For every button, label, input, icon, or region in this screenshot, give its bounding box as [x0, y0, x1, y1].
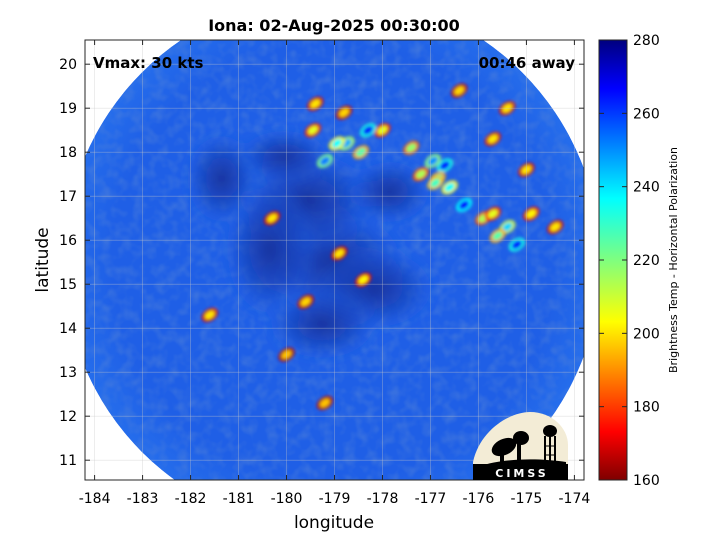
y-tick-label: 13: [59, 365, 77, 381]
cold-cell: [263, 211, 281, 226]
y-tick-label: 17: [59, 189, 77, 205]
x-tick-label: -178: [367, 491, 399, 507]
cold-cell: [508, 237, 525, 252]
cold-cell: [484, 206, 501, 221]
y-tick-label: 16: [59, 233, 77, 249]
x-tick-label: -176: [463, 491, 495, 507]
cold-cell: [403, 140, 420, 155]
satellite-dish-icon: [491, 431, 529, 464]
cold-cell: [523, 206, 540, 221]
y-tick-label: 11: [59, 453, 77, 469]
cold-cell: [451, 83, 468, 98]
cold-cell: [316, 395, 334, 411]
colorbar-tick-label: 180: [633, 400, 660, 416]
y-tick-label: 14: [59, 321, 77, 337]
y-tick-label: 19: [59, 101, 77, 117]
cold-cell: [355, 272, 372, 287]
x-tick-label: -184: [79, 491, 111, 507]
cold-cell: [316, 153, 334, 169]
x-tick-label: -182: [175, 491, 207, 507]
time-away-label: 00:46 away: [479, 54, 576, 72]
vmax-label: Vmax: 30 kts: [93, 54, 203, 72]
colorbar-tick-label: 280: [633, 33, 660, 49]
colorbar-tick-label: 240: [633, 180, 660, 196]
colorbar-tick-label: 260: [633, 106, 660, 122]
x-tick-label: -174: [559, 491, 591, 507]
cold-cell: [304, 123, 322, 138]
cold-cell: [331, 246, 348, 261]
colorbar-ticks: 160 180 200 220 240 260 280: [599, 33, 660, 489]
cold-cell: [436, 158, 453, 173]
core-structure-7: [236, 127, 333, 186]
colorbar-tick-label: 160: [633, 473, 660, 489]
cold-cell: [441, 180, 458, 195]
cold-cell: [455, 197, 473, 213]
logo-text: CIMSS: [495, 467, 548, 480]
cold-cell: [412, 167, 430, 182]
x-tick-label: -181: [223, 491, 255, 507]
core-structure-4: [264, 285, 381, 363]
y-axis-ticks: 11 12 13 14 15 16 17 18 19 20: [59, 57, 584, 469]
core-structure-6: [346, 158, 433, 226]
brightness-temp-swath: [85, 40, 584, 480]
cold-cell: [335, 105, 353, 120]
colorbar-tick-label: 220: [633, 253, 660, 269]
plot-title: Iona: 02-Aug-2025 00:30:00: [208, 16, 460, 35]
colorbar-label: Brightness Temp - Horizontal Polarizatio…: [667, 147, 680, 373]
cold-cell: [484, 131, 501, 147]
cold-cell: [307, 96, 324, 111]
y-axis-label: latitude: [33, 227, 53, 292]
x-tick-label: -175: [511, 491, 543, 507]
x-tick-label: -177: [415, 491, 447, 507]
cold-cell: [297, 294, 314, 309]
colorbar-tick-label: 200: [633, 326, 660, 342]
y-tick-label: 18: [59, 145, 77, 161]
x-tick-label: -179: [319, 491, 351, 507]
cold-cell: [427, 175, 444, 191]
x-tick-label: -180: [271, 491, 303, 507]
cold-cell: [547, 219, 564, 235]
grid-lines: [85, 40, 584, 480]
y-tick-label: 15: [59, 277, 77, 293]
cimss-logo: CIMSS: [473, 412, 568, 480]
water-tower-icon: [543, 425, 557, 464]
cold-cell: [359, 123, 377, 138]
cold-cell: [201, 307, 218, 323]
x-tick-label: -183: [127, 491, 159, 507]
x-axis-ticks: -184 -183 -182 -181 -180 -179 -178 -177 -176 -175…: [79, 40, 591, 507]
y-tick-label: 20: [59, 57, 77, 73]
x-axis-label: longitude: [294, 513, 374, 533]
cold-cell: [489, 228, 506, 243]
y-tick-label: 12: [59, 409, 77, 425]
